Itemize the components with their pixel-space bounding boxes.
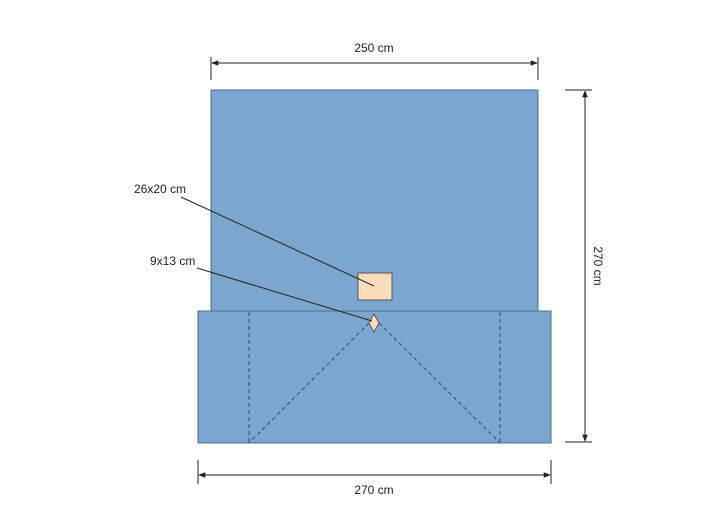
fold-line-diagonal-right <box>373 317 501 444</box>
adhesive-patch <box>357 272 393 301</box>
patch-leader-line <box>180 196 375 287</box>
fenestration-callout-label: 9x13 cm <box>150 254 195 268</box>
patch-callout: 26x20 cm <box>134 182 375 287</box>
top-width-dimension: 250 cm <box>210 41 539 80</box>
fenestration-callout: 9x13 cm <box>150 254 373 322</box>
bottom-width-label: 270 cm <box>354 483 393 497</box>
top-width-label: 250 cm <box>354 41 393 55</box>
height-label: 270 cm <box>591 246 605 285</box>
fold-line-diagonal-left <box>248 317 375 444</box>
bottom-width-dimension: 270 cm <box>197 460 552 497</box>
fold-lines <box>248 312 501 444</box>
lower-drape-panel <box>197 310 552 444</box>
patch-callout-label: 26x20 cm <box>134 182 186 196</box>
fenestration-leader-line <box>196 267 373 322</box>
height-dimension: 270 cm <box>565 89 605 443</box>
fenestration-opening <box>368 312 380 334</box>
